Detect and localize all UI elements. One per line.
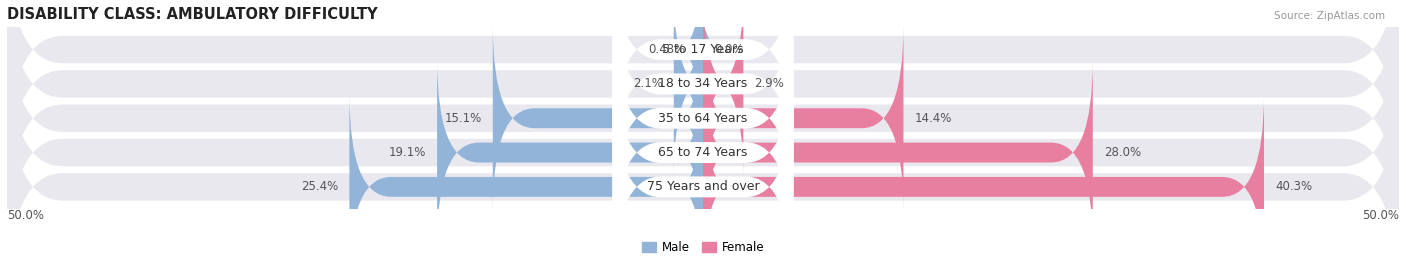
FancyBboxPatch shape xyxy=(7,0,1399,173)
FancyBboxPatch shape xyxy=(7,0,1399,207)
Text: 75 Years and over: 75 Years and over xyxy=(647,180,759,193)
Text: 50.0%: 50.0% xyxy=(1362,209,1399,222)
Text: 50.0%: 50.0% xyxy=(7,209,44,222)
FancyBboxPatch shape xyxy=(350,94,703,268)
FancyBboxPatch shape xyxy=(703,59,1092,245)
FancyBboxPatch shape xyxy=(613,9,793,228)
FancyBboxPatch shape xyxy=(661,0,738,143)
Text: 40.3%: 40.3% xyxy=(1275,180,1312,193)
FancyBboxPatch shape xyxy=(492,25,703,211)
FancyBboxPatch shape xyxy=(702,0,745,177)
Text: 2.1%: 2.1% xyxy=(633,77,662,90)
FancyBboxPatch shape xyxy=(703,25,904,211)
FancyBboxPatch shape xyxy=(7,29,1399,268)
Text: 0.0%: 0.0% xyxy=(714,43,744,56)
Text: 5 to 17 Years: 5 to 17 Years xyxy=(662,43,744,56)
FancyBboxPatch shape xyxy=(437,59,703,245)
Text: 65 to 74 Years: 65 to 74 Years xyxy=(658,146,748,159)
FancyBboxPatch shape xyxy=(613,43,793,262)
Text: 35 to 64 Years: 35 to 64 Years xyxy=(658,112,748,125)
FancyBboxPatch shape xyxy=(613,0,793,159)
Text: 15.1%: 15.1% xyxy=(444,112,482,125)
Text: Source: ZipAtlas.com: Source: ZipAtlas.com xyxy=(1274,11,1385,21)
FancyBboxPatch shape xyxy=(703,94,1264,268)
Text: DISABILITY CLASS: AMBULATORY DIFFICULTY: DISABILITY CLASS: AMBULATORY DIFFICULTY xyxy=(7,7,378,22)
FancyBboxPatch shape xyxy=(7,0,1399,242)
Text: 14.4%: 14.4% xyxy=(914,112,952,125)
Text: 2.9%: 2.9% xyxy=(755,77,785,90)
FancyBboxPatch shape xyxy=(613,0,793,193)
Text: 18 to 34 Years: 18 to 34 Years xyxy=(658,77,748,90)
Text: 19.1%: 19.1% xyxy=(388,146,426,159)
Text: 28.0%: 28.0% xyxy=(1104,146,1142,159)
FancyBboxPatch shape xyxy=(661,0,716,177)
Legend: Male, Female: Male, Female xyxy=(641,241,765,254)
FancyBboxPatch shape xyxy=(613,77,793,268)
Text: 0.48%: 0.48% xyxy=(648,43,685,56)
FancyBboxPatch shape xyxy=(7,63,1399,268)
Text: 25.4%: 25.4% xyxy=(301,180,339,193)
